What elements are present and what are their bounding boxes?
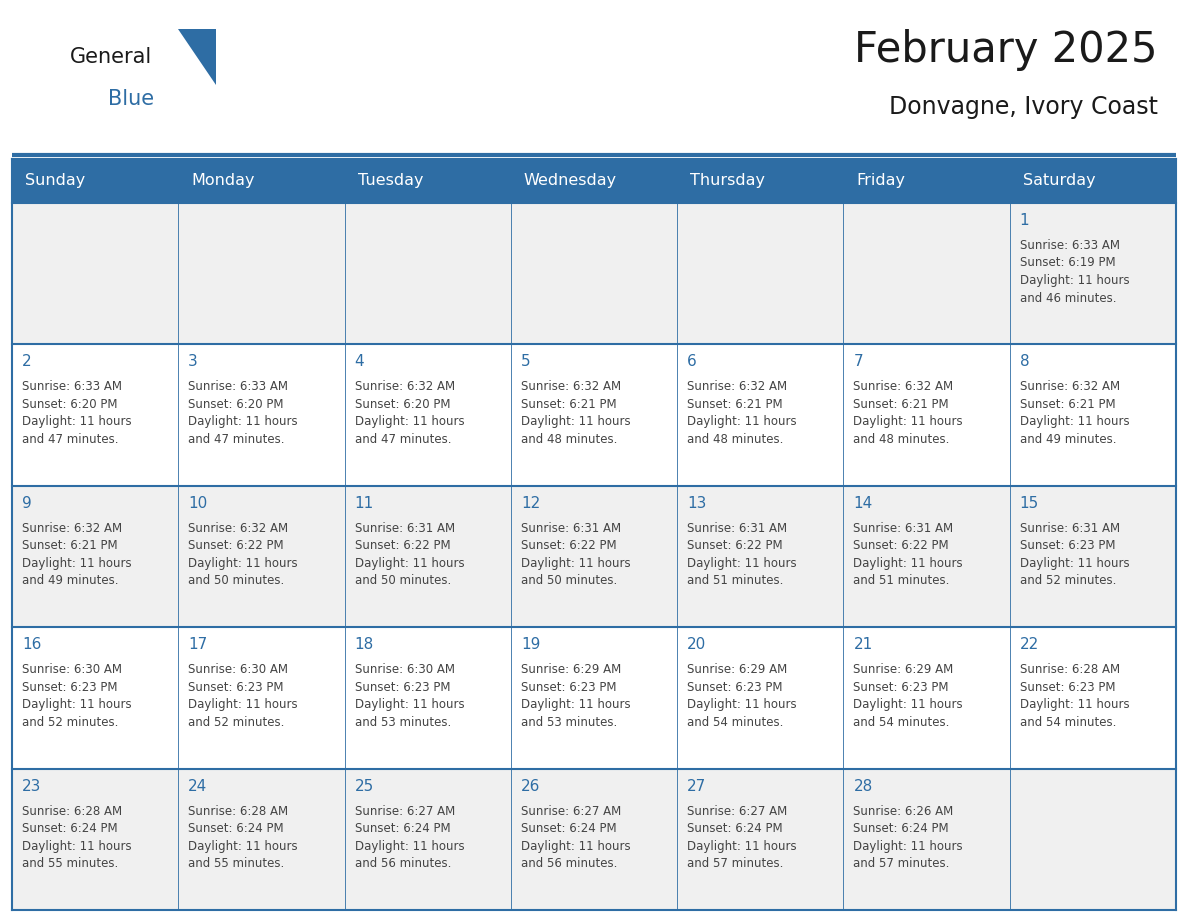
Bar (12, 159, 1176, 203)
Text: Wednesday: Wednesday (524, 174, 617, 188)
Text: 12: 12 (520, 496, 541, 510)
Text: Sunrise: 6:33 AM
Sunset: 6:19 PM
Daylight: 11 hours
and 46 minutes.: Sunrise: 6:33 AM Sunset: 6:19 PM Dayligh… (1019, 239, 1130, 305)
Text: 24: 24 (188, 778, 208, 793)
Text: Sunrise: 6:32 AM
Sunset: 6:21 PM
Daylight: 11 hours
and 49 minutes.: Sunrise: 6:32 AM Sunset: 6:21 PM Dayligh… (1019, 380, 1130, 446)
Text: Sunrise: 6:27 AM
Sunset: 6:24 PM
Daylight: 11 hours
and 56 minutes.: Sunrise: 6:27 AM Sunset: 6:24 PM Dayligh… (520, 804, 631, 870)
Bar (12, 768, 1176, 910)
Text: 3: 3 (188, 354, 198, 369)
Text: Sunrise: 6:33 AM
Sunset: 6:20 PM
Daylight: 11 hours
and 47 minutes.: Sunrise: 6:33 AM Sunset: 6:20 PM Dayligh… (23, 380, 132, 446)
Text: 27: 27 (687, 778, 707, 793)
Text: Sunrise: 6:30 AM
Sunset: 6:23 PM
Daylight: 11 hours
and 52 minutes.: Sunrise: 6:30 AM Sunset: 6:23 PM Dayligh… (188, 663, 298, 729)
Text: Sunrise: 6:32 AM
Sunset: 6:21 PM
Daylight: 11 hours
and 49 minutes.: Sunrise: 6:32 AM Sunset: 6:21 PM Dayligh… (23, 521, 132, 588)
Text: Sunrise: 6:32 AM
Sunset: 6:21 PM
Daylight: 11 hours
and 48 minutes.: Sunrise: 6:32 AM Sunset: 6:21 PM Dayligh… (853, 380, 963, 446)
Text: Sunrise: 6:30 AM
Sunset: 6:23 PM
Daylight: 11 hours
and 52 minutes.: Sunrise: 6:30 AM Sunset: 6:23 PM Dayligh… (23, 663, 132, 729)
Text: Tuesday: Tuesday (358, 174, 423, 188)
Text: 28: 28 (853, 778, 873, 793)
Text: 7: 7 (853, 354, 862, 369)
Text: 9: 9 (23, 496, 32, 510)
Text: 11: 11 (354, 496, 374, 510)
Text: 14: 14 (853, 496, 873, 510)
Text: Sunrise: 6:32 AM
Sunset: 6:21 PM
Daylight: 11 hours
and 48 minutes.: Sunrise: 6:32 AM Sunset: 6:21 PM Dayligh… (520, 380, 631, 446)
Text: 23: 23 (23, 778, 42, 793)
Text: Friday: Friday (857, 174, 905, 188)
Text: 18: 18 (354, 637, 374, 652)
Text: Sunrise: 6:30 AM
Sunset: 6:23 PM
Daylight: 11 hours
and 53 minutes.: Sunrise: 6:30 AM Sunset: 6:23 PM Dayligh… (354, 663, 465, 729)
Text: Sunrise: 6:31 AM
Sunset: 6:22 PM
Daylight: 11 hours
and 50 minutes.: Sunrise: 6:31 AM Sunset: 6:22 PM Dayligh… (520, 521, 631, 588)
Text: 16: 16 (23, 637, 42, 652)
Text: 13: 13 (687, 496, 707, 510)
Text: 26: 26 (520, 778, 541, 793)
Text: Sunrise: 6:28 AM
Sunset: 6:24 PM
Daylight: 11 hours
and 55 minutes.: Sunrise: 6:28 AM Sunset: 6:24 PM Dayligh… (188, 804, 298, 870)
Text: Sunrise: 6:27 AM
Sunset: 6:24 PM
Daylight: 11 hours
and 57 minutes.: Sunrise: 6:27 AM Sunset: 6:24 PM Dayligh… (687, 804, 797, 870)
Text: Sunrise: 6:31 AM
Sunset: 6:22 PM
Daylight: 11 hours
and 51 minutes.: Sunrise: 6:31 AM Sunset: 6:22 PM Dayligh… (687, 521, 797, 588)
Text: 2: 2 (23, 354, 32, 369)
Text: Sunrise: 6:31 AM
Sunset: 6:22 PM
Daylight: 11 hours
and 51 minutes.: Sunrise: 6:31 AM Sunset: 6:22 PM Dayligh… (853, 521, 963, 588)
Text: Sunrise: 6:28 AM
Sunset: 6:23 PM
Daylight: 11 hours
and 54 minutes.: Sunrise: 6:28 AM Sunset: 6:23 PM Dayligh… (1019, 663, 1130, 729)
Bar (12, 344, 1176, 486)
Text: 25: 25 (354, 778, 374, 793)
Text: 10: 10 (188, 496, 208, 510)
Text: 8: 8 (1019, 354, 1029, 369)
Text: February 2025: February 2025 (854, 29, 1158, 71)
Text: 22: 22 (1019, 637, 1040, 652)
Text: Sunrise: 6:26 AM
Sunset: 6:24 PM
Daylight: 11 hours
and 57 minutes.: Sunrise: 6:26 AM Sunset: 6:24 PM Dayligh… (853, 804, 963, 870)
Text: 17: 17 (188, 637, 208, 652)
Bar (12, 203, 1176, 344)
Polygon shape (178, 29, 216, 85)
Text: Sunrise: 6:29 AM
Sunset: 6:23 PM
Daylight: 11 hours
and 54 minutes.: Sunrise: 6:29 AM Sunset: 6:23 PM Dayligh… (687, 663, 797, 729)
Text: Sunrise: 6:29 AM
Sunset: 6:23 PM
Daylight: 11 hours
and 54 minutes.: Sunrise: 6:29 AM Sunset: 6:23 PM Dayligh… (853, 663, 963, 729)
Text: Sunrise: 6:29 AM
Sunset: 6:23 PM
Daylight: 11 hours
and 53 minutes.: Sunrise: 6:29 AM Sunset: 6:23 PM Dayligh… (520, 663, 631, 729)
Text: Sunday: Sunday (25, 174, 86, 188)
Text: Blue: Blue (108, 89, 154, 109)
Text: Sunrise: 6:32 AM
Sunset: 6:22 PM
Daylight: 11 hours
and 50 minutes.: Sunrise: 6:32 AM Sunset: 6:22 PM Dayligh… (188, 521, 298, 588)
Text: Thursday: Thursday (690, 174, 765, 188)
Text: Monday: Monday (191, 174, 254, 188)
Text: Sunrise: 6:31 AM
Sunset: 6:23 PM
Daylight: 11 hours
and 52 minutes.: Sunrise: 6:31 AM Sunset: 6:23 PM Dayligh… (1019, 521, 1130, 588)
Text: Saturday: Saturday (1023, 174, 1095, 188)
Text: 4: 4 (354, 354, 365, 369)
Text: 5: 5 (520, 354, 531, 369)
Text: 19: 19 (520, 637, 541, 652)
Text: Sunrise: 6:27 AM
Sunset: 6:24 PM
Daylight: 11 hours
and 56 minutes.: Sunrise: 6:27 AM Sunset: 6:24 PM Dayligh… (354, 804, 465, 870)
Text: Sunrise: 6:28 AM
Sunset: 6:24 PM
Daylight: 11 hours
and 55 minutes.: Sunrise: 6:28 AM Sunset: 6:24 PM Dayligh… (23, 804, 132, 870)
Text: Sunrise: 6:33 AM
Sunset: 6:20 PM
Daylight: 11 hours
and 47 minutes.: Sunrise: 6:33 AM Sunset: 6:20 PM Dayligh… (188, 380, 298, 446)
Text: 21: 21 (853, 637, 873, 652)
Text: 6: 6 (687, 354, 697, 369)
Text: 20: 20 (687, 637, 707, 652)
Text: 1: 1 (1019, 213, 1029, 228)
Text: Sunrise: 6:32 AM
Sunset: 6:21 PM
Daylight: 11 hours
and 48 minutes.: Sunrise: 6:32 AM Sunset: 6:21 PM Dayligh… (687, 380, 797, 446)
Bar (12, 627, 1176, 768)
Text: Sunrise: 6:32 AM
Sunset: 6:20 PM
Daylight: 11 hours
and 47 minutes.: Sunrise: 6:32 AM Sunset: 6:20 PM Dayligh… (354, 380, 465, 446)
Text: Sunrise: 6:31 AM
Sunset: 6:22 PM
Daylight: 11 hours
and 50 minutes.: Sunrise: 6:31 AM Sunset: 6:22 PM Dayligh… (354, 521, 465, 588)
Text: General: General (70, 47, 152, 67)
Bar (12, 486, 1176, 627)
Text: Donvagne, Ivory Coast: Donvagne, Ivory Coast (889, 95, 1158, 119)
Text: 15: 15 (1019, 496, 1040, 510)
